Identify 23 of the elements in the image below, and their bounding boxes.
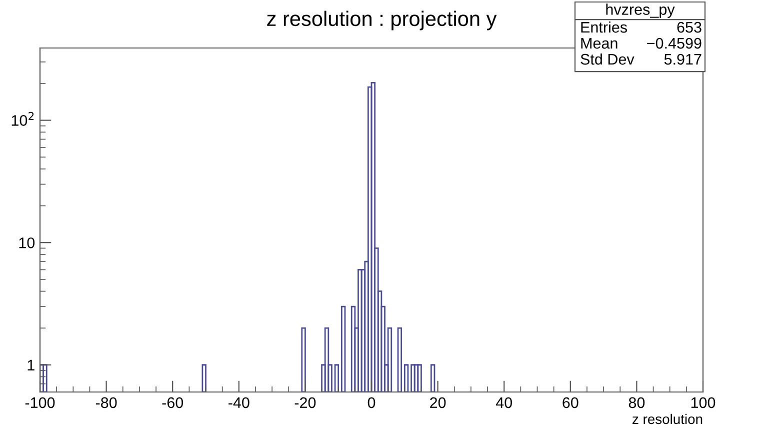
x-tick-label: 40 xyxy=(496,397,512,408)
x-tick-label: 20 xyxy=(430,397,446,408)
x-tick-label: 60 xyxy=(562,397,578,408)
annotation: 5.917 xyxy=(664,54,702,65)
x-tick-label: 80 xyxy=(628,397,645,408)
annotation: −0.4599 xyxy=(647,38,702,49)
x-tick-label: 100 xyxy=(691,397,716,408)
x-tick-label: -20 xyxy=(294,397,316,408)
x-axis-title: z resolution xyxy=(632,414,702,424)
y-tick-label: 10 xyxy=(19,237,35,248)
y-tick-label: 1 xyxy=(28,360,34,370)
x-tick-label: -100 xyxy=(25,397,55,408)
annotation: Mean xyxy=(581,38,618,49)
text: hvzres_py xyxy=(606,4,675,18)
text: 653 xyxy=(677,22,702,33)
x-tick-label: -40 xyxy=(228,397,250,408)
x-tick-label: -60 xyxy=(162,397,184,408)
text: Entries xyxy=(581,21,627,33)
x-tick-label: 0 xyxy=(368,397,376,408)
y-tick-label: 10$^{2}$ xyxy=(12,112,34,126)
x-tick-label: -80 xyxy=(96,397,117,408)
annotation: Std Dev xyxy=(580,53,634,65)
chart-title: z resolution : projection y xyxy=(267,10,497,30)
